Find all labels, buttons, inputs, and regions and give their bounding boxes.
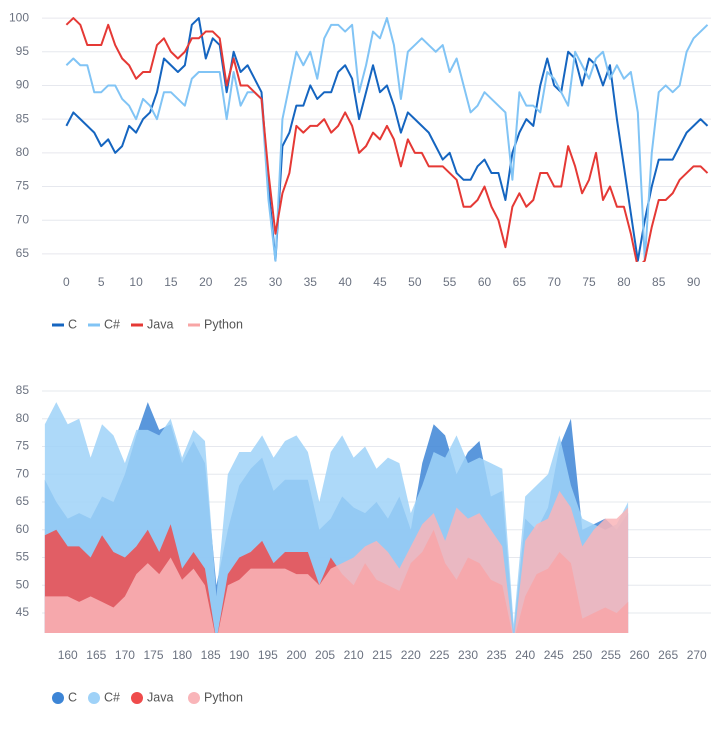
legend-marker [131,692,143,704]
x-tick-label: 215 [372,648,392,662]
x-tick-label: 210 [344,648,364,662]
x-tick-label: 80 [617,275,631,289]
x-tick-label: 10 [129,275,143,289]
x-tick-label: 85 [652,275,666,289]
legend-item: C [52,317,77,331]
legend-label: Python [204,317,243,331]
legend-label: C [68,690,77,704]
x-tick-label: 255 [601,648,621,662]
line-chart: 65 70 75 80 85 90 95 100 0 5 10 15 20 25 30 35 40 45 50 55 6… [9,10,711,331]
legend-marker [188,692,200,704]
plot-area [44,402,629,633]
x-tick-label: 65 [513,275,527,289]
y-tick-label: 75 [16,439,30,453]
y-tick-label: 55 [16,550,30,564]
legend-item: Python [188,690,243,704]
x-tick-label: 0 [63,275,70,289]
legend-item: Java [131,317,173,331]
legend-item: C# [88,317,120,331]
legend-label: Java [147,690,173,704]
x-tick-label: 270 [687,648,707,662]
y-tick-label: 65 [16,246,30,260]
y-tick-label: 95 [16,44,30,58]
legend-label: Python [204,690,243,704]
x-tick-label: 160 [58,648,78,662]
series-line [65,17,709,262]
legend-item: C# [88,690,120,704]
y-tick-label: 85 [16,383,30,397]
series-line [65,17,709,262]
y-tick-label: 80 [16,145,30,159]
legend-marker [88,692,100,704]
y-tick-label: 70 [16,466,30,480]
x-tick-label: 30 [269,275,283,289]
x-tick-label: 195 [258,648,278,662]
x-tick-label: 35 [304,275,318,289]
x-tick-label: 15 [164,275,178,289]
series-line [65,17,709,262]
series-area [44,490,629,633]
y-tick-label: 60 [16,522,30,536]
y-tick-label: 45 [16,605,30,619]
area-chart: 45 50 55 60 65 70 75 80 85 160 165 170 175 180 185 190 1… [16,383,711,704]
y-tick-label: 90 [16,78,30,92]
y-tick-label: 70 [16,212,30,226]
x-tick-label: 5 [98,275,105,289]
y-tick-label: 75 [16,179,30,193]
x-tick-label: 50 [408,275,422,289]
legend-item: C [52,690,77,704]
y-tick-label: 65 [16,494,30,508]
x-tick-label: 250 [572,648,592,662]
x-tick-label: 240 [515,648,535,662]
x-tick-label: 60 [478,275,492,289]
x-tick-label: 20 [199,275,213,289]
legend-item: Python [188,317,243,331]
x-tick-label: 235 [487,648,507,662]
x-tick-label: 205 [315,648,335,662]
x-tick-label: 220 [401,648,421,662]
x-tick-label: 70 [548,275,562,289]
x-tick-label: 200 [286,648,306,662]
x-tick-label: 45 [373,275,387,289]
y-tick-label: 100 [9,10,29,24]
x-tick-label: 260 [630,648,650,662]
x-tick-label: 25 [234,275,248,289]
x-tick-label: 75 [582,275,596,289]
x-tick-label: 165 [86,648,106,662]
legend-label: C# [104,690,120,704]
x-tick-label: 230 [458,648,478,662]
x-tick-label: 180 [172,648,192,662]
y-tick-label: 80 [16,411,30,425]
legend-label: C [68,317,77,331]
x-tick-label: 245 [544,648,564,662]
legend-label: C# [104,317,120,331]
y-tick-label: 50 [16,577,30,591]
x-tick-label: 190 [229,648,249,662]
x-tick-label: 175 [143,648,163,662]
legend-marker [52,692,64,704]
x-tick-label: 170 [115,648,135,662]
x-tick-label: 55 [443,275,457,289]
x-tick-label: 40 [338,275,352,289]
x-tick-label: 265 [658,648,678,662]
plot-area [65,17,709,262]
x-tick-label: 225 [429,648,449,662]
x-tick-label: 90 [687,275,701,289]
y-tick-label: 85 [16,111,30,125]
x-tick-label: 185 [201,648,221,662]
legend-label: Java [147,317,173,331]
legend-item: Java [131,690,173,704]
